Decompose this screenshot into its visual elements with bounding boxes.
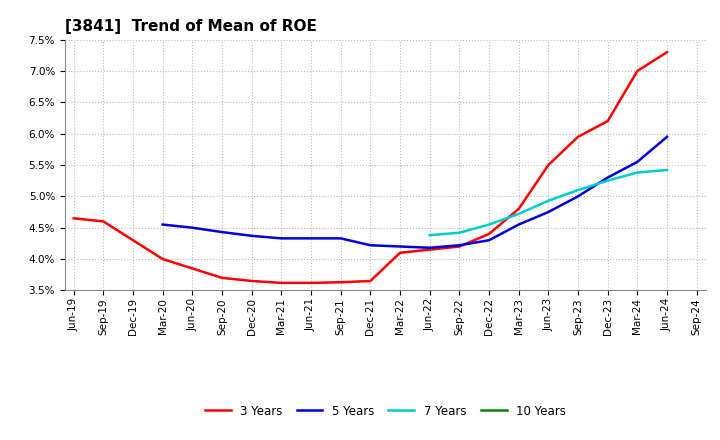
5 Years <box>188 225 197 231</box>
3 Years <box>662 49 671 55</box>
3 Years <box>158 257 167 262</box>
7 Years <box>662 167 671 172</box>
5 Years <box>426 245 434 250</box>
3 Years <box>574 134 582 139</box>
3 Years <box>99 219 108 224</box>
3 Years <box>307 280 315 286</box>
7 Years <box>633 170 642 175</box>
3 Years <box>633 68 642 73</box>
7 Years <box>514 211 523 216</box>
3 Years <box>544 162 553 168</box>
5 Years <box>277 236 286 241</box>
5 Years <box>217 229 226 235</box>
7 Years <box>455 230 464 235</box>
3 Years <box>69 216 78 221</box>
5 Years <box>485 238 493 243</box>
3 Years <box>248 279 256 284</box>
3 Years <box>396 250 405 255</box>
3 Years <box>455 244 464 249</box>
5 Years <box>396 244 405 249</box>
5 Years <box>366 242 374 248</box>
7 Years <box>426 233 434 238</box>
7 Years <box>544 198 553 203</box>
5 Years <box>158 222 167 227</box>
3 Years <box>485 231 493 237</box>
3 Years <box>129 238 138 243</box>
5 Years <box>336 236 345 241</box>
7 Years <box>485 222 493 227</box>
5 Years <box>662 134 671 139</box>
5 Years <box>633 159 642 165</box>
3 Years <box>188 266 197 271</box>
5 Years <box>514 222 523 227</box>
7 Years <box>574 187 582 193</box>
Legend: 3 Years, 5 Years, 7 Years, 10 Years: 3 Years, 5 Years, 7 Years, 10 Years <box>200 400 570 422</box>
Line: 5 Years: 5 Years <box>163 137 667 248</box>
3 Years <box>277 280 286 286</box>
Line: 3 Years: 3 Years <box>73 52 667 283</box>
Text: [3841]  Trend of Mean of ROE: [3841] Trend of Mean of ROE <box>65 19 317 34</box>
Line: 7 Years: 7 Years <box>430 170 667 235</box>
5 Years <box>574 194 582 199</box>
3 Years <box>514 206 523 212</box>
3 Years <box>603 118 612 124</box>
7 Years <box>603 178 612 183</box>
5 Years <box>455 242 464 248</box>
5 Years <box>603 175 612 180</box>
3 Years <box>217 275 226 281</box>
3 Years <box>336 279 345 285</box>
5 Years <box>544 209 553 215</box>
5 Years <box>307 236 315 241</box>
3 Years <box>366 279 374 284</box>
5 Years <box>248 233 256 238</box>
3 Years <box>426 247 434 252</box>
